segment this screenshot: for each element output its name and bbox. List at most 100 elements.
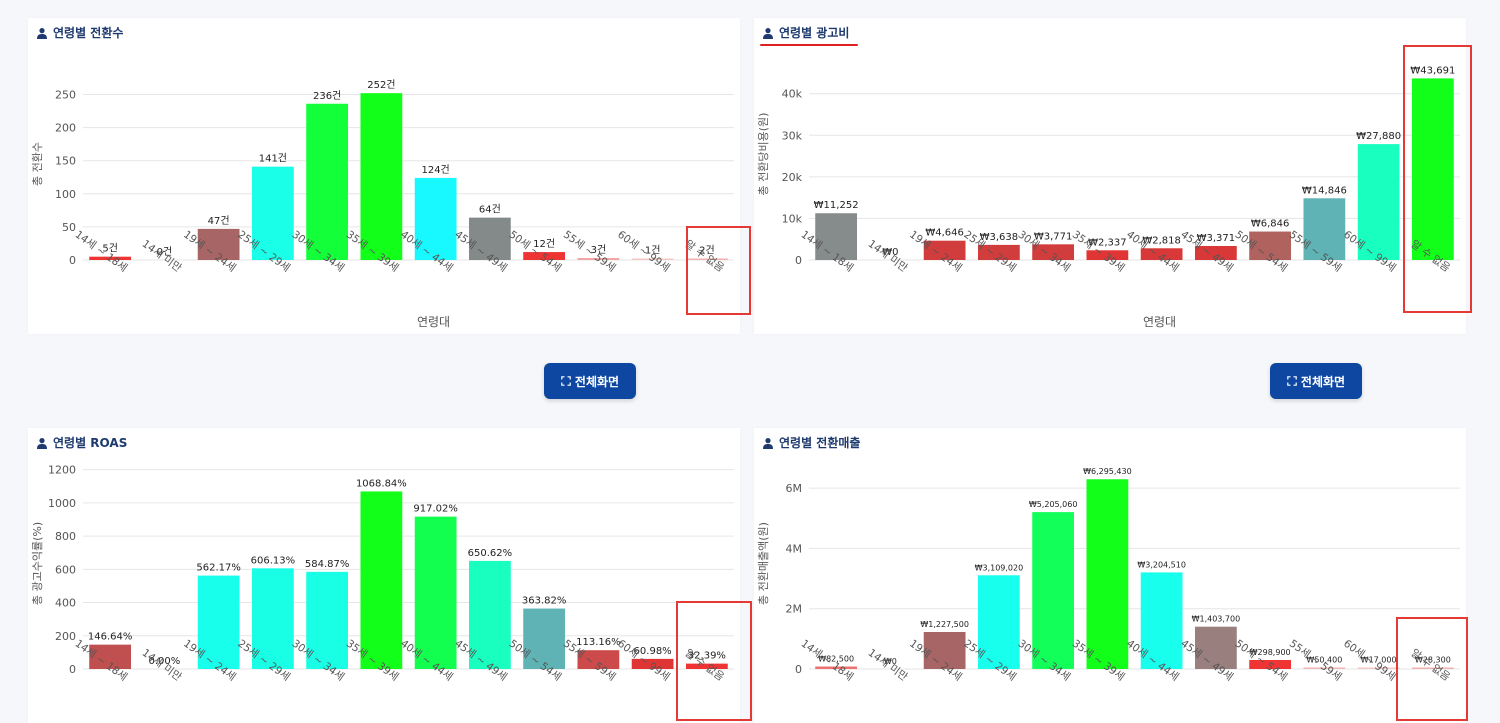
- bar: [1357, 667, 1400, 669]
- y-axis-title: 총 전환수: [31, 142, 44, 186]
- data-label: ₩82,500: [818, 655, 854, 664]
- bar: [523, 608, 566, 669]
- y-tick-label: 150: [55, 155, 76, 168]
- y-tick-label: 10k: [782, 212, 803, 225]
- bar: [1086, 479, 1129, 669]
- bar: [1357, 144, 1400, 260]
- user-icon: [37, 437, 47, 449]
- data-label: ₩27,880: [1356, 131, 1401, 142]
- y-tick-label: 40k: [782, 88, 803, 101]
- user-icon: [37, 27, 47, 39]
- panel-conversions: 연령별 전환수 0 50 100 150 200 250 총 전환수 5건 14세 ~ 18세 0…: [28, 18, 740, 334]
- highlight-box: [1396, 617, 1468, 721]
- data-label: ₩50,400: [1306, 655, 1342, 664]
- x-tick-label: 14세 미만: [140, 238, 184, 275]
- data-label: ₩0: [884, 657, 897, 666]
- data-label: 1건: [645, 245, 661, 257]
- bar: [197, 228, 240, 260]
- bar: [1032, 512, 1075, 669]
- data-label: ₩3,371: [1197, 233, 1236, 244]
- data-label: ₩6,295,430: [1083, 467, 1132, 476]
- data-label: ₩2,337: [1088, 237, 1127, 248]
- bar: [360, 93, 403, 260]
- bar: [1140, 572, 1183, 669]
- y-tick-label: 250: [55, 88, 76, 101]
- data-label: 606.13%: [251, 555, 296, 566]
- bar: [251, 166, 294, 260]
- bar: [1249, 231, 1292, 260]
- bar: [89, 644, 132, 669]
- y-tick-label: 30k: [782, 129, 803, 142]
- bar: [306, 571, 349, 669]
- bar: [414, 177, 457, 260]
- y-tick-label: 1200: [48, 464, 76, 477]
- fullscreen-button[interactable]: 전체화면: [1270, 363, 1362, 399]
- bar: [468, 560, 511, 669]
- highlight-box: [676, 601, 752, 721]
- bar: [631, 258, 674, 260]
- bar: [815, 213, 858, 260]
- bar: [977, 575, 1020, 669]
- bar: [577, 650, 620, 669]
- data-label: 236건: [313, 90, 341, 102]
- bar: [1194, 626, 1237, 669]
- data-label: ₩2,818: [1142, 235, 1181, 246]
- y-tick-label: 50: [62, 221, 76, 234]
- data-label: 146.64%: [88, 632, 133, 643]
- y-tick-label: 600: [55, 563, 76, 576]
- y-tick-label: 100: [55, 188, 76, 201]
- data-label: 2건: [699, 245, 715, 257]
- fullscreen-button[interactable]: 전체화면: [544, 363, 636, 399]
- x-axis-title: 연령대: [1143, 315, 1176, 329]
- bar: [306, 103, 349, 260]
- bar: [923, 631, 966, 669]
- panel-title-text: 연령별 ROAS: [53, 436, 128, 450]
- data-label: ₩28,300: [1415, 656, 1451, 665]
- bar: [631, 658, 674, 669]
- bar: [1411, 667, 1454, 669]
- title-underline: [760, 44, 858, 46]
- data-label: ₩1,403,700: [1192, 615, 1241, 624]
- data-label: ₩5,205,060: [1029, 500, 1078, 509]
- y-tick-label: 20k: [782, 171, 803, 184]
- bar: [1140, 248, 1183, 260]
- bar: [251, 568, 294, 669]
- y-tick-label: 200: [55, 122, 76, 135]
- bar: [815, 666, 858, 669]
- data-label: 0.00%: [148, 656, 180, 667]
- user-icon: [763, 437, 773, 449]
- data-label: 650.62%: [468, 548, 513, 559]
- data-label: 917.02%: [413, 504, 458, 515]
- y-tick-label: 400: [55, 597, 76, 610]
- user-icon: [763, 27, 773, 39]
- bar: [1249, 659, 1292, 669]
- data-label: ₩3,109,020: [975, 563, 1024, 572]
- x-tick-label: 14세 미만: [866, 238, 910, 275]
- y-axis-title: 총 광고수익률(%): [31, 522, 44, 605]
- y-tick-label: 1000: [48, 497, 76, 510]
- bar: [1194, 245, 1237, 260]
- y-tick-label: 0: [69, 663, 76, 676]
- panel-title-text: 연령별 광고비: [779, 26, 850, 40]
- data-label: ₩43,691: [1410, 65, 1455, 76]
- bar: [414, 516, 457, 669]
- data-label: 113.16%: [576, 637, 621, 648]
- bar: [360, 491, 403, 669]
- expand-icon: [561, 376, 571, 386]
- bar: [1303, 198, 1346, 260]
- panel-title: 연령별 광고비: [762, 24, 849, 41]
- data-label: 141건: [259, 153, 287, 165]
- data-label: 60.98%: [634, 646, 672, 657]
- y-tick-label: 200: [55, 630, 76, 643]
- fullscreen-button-label: 전체화면: [574, 374, 620, 389]
- data-label: 12건: [533, 238, 555, 250]
- x-tick-label: 14세 미만: [866, 647, 910, 684]
- x-tick-label: 50세 ~ 54세: [507, 229, 564, 275]
- data-label: 47건: [208, 215, 230, 227]
- data-label: 64건: [479, 204, 501, 216]
- data-label: 363.82%: [522, 596, 567, 607]
- panel-revenue: 연령별 전환매출 0 2M 4M 6M 총 전환매출액(원) ₩82,500 14세 ~ 1…: [754, 428, 1466, 723]
- bar: [1411, 78, 1454, 260]
